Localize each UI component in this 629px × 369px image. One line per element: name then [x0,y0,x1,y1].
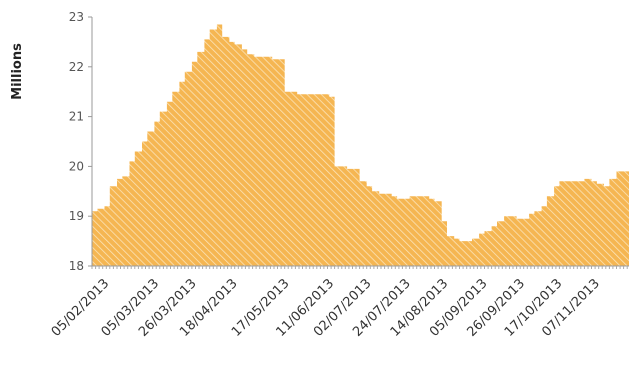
axis-layer [91,17,629,269]
y-tick-label: 20 [69,159,84,173]
y-tick-label: 18 [69,259,84,273]
series-area [92,24,629,266]
y-tick-label: 21 [69,110,84,124]
area-layer [92,24,629,266]
y-tick-label: 23 [69,10,84,24]
y-tick-label: 19 [69,209,84,223]
y-tick-label: 22 [69,60,84,74]
y-ticks: 18 19 20 21 22 23 [69,10,92,273]
x-ticks: 05/02/201305/03/201326/03/201318/04/2013… [49,276,603,340]
y-axis-label: Millions [10,43,25,100]
